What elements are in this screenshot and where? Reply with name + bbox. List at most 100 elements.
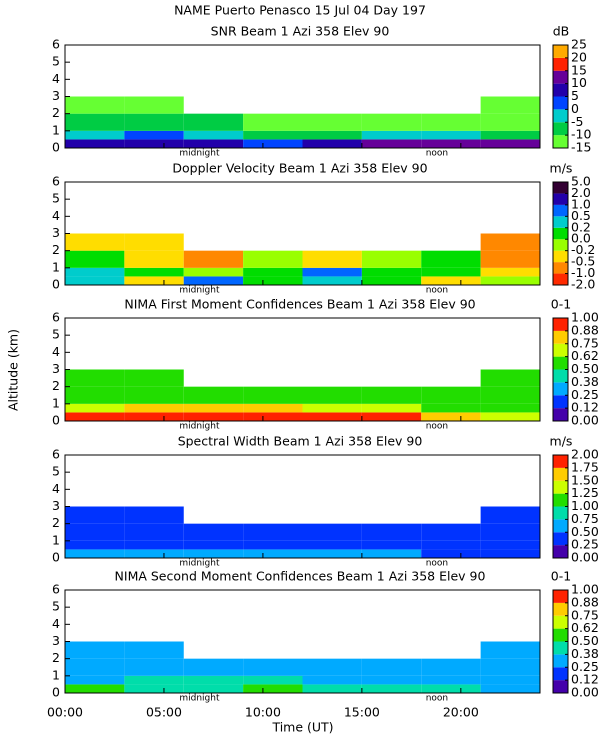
time-annotation: midnight [179,286,220,296]
y-tick-label: 2 [52,650,60,665]
colorbar-tick-label: 2.00 [571,447,599,462]
heatmap-cell [421,276,481,285]
page-title: NAME Puerto Penasco 15 Jul 04 Day 197 [174,3,426,18]
heatmap-cell [421,523,481,541]
heatmap-cell [183,276,244,285]
heatmap-cell [124,386,184,404]
heatmap-cell [183,540,244,550]
heatmap-cell [124,523,184,541]
colorbar-tick-label: 1.00 [571,582,599,597]
heatmap-cell [421,675,481,685]
heatmap-cell [65,113,125,131]
y-tick-label: 1 [52,395,60,410]
time-annotation: midnight [179,422,220,432]
colorbar-swatch [553,182,568,194]
heatmap-cell [302,386,362,404]
colorbar-swatch [553,250,568,263]
heatmap-cell [124,267,184,277]
heatmap-cell [480,549,540,558]
heatmap-cell [124,506,184,524]
heatmap-cell [480,412,540,421]
colorbar-tick-label: 2.0 [571,185,591,200]
y-tick-label: 2 [52,378,60,393]
heatmap-cell [421,403,481,413]
colorbar-tick-label: -10 [571,127,591,142]
panel-title: SNR Beam 1 Azi 358 Elev 90 [211,24,390,39]
colorbar-tick-label: 0.5 [571,208,591,223]
colorbar-tick-label: 0.75 [571,511,599,526]
heatmap-cell [480,658,540,676]
heatmap-cell [243,523,303,541]
colorbar-tick-label: 0 [571,101,579,116]
heatmap-cell [183,250,244,268]
y-tick-label: 3 [52,225,60,240]
heatmap-cell [480,96,540,114]
x-tick-label: 15:00 [344,705,380,720]
y-tick-label: 3 [52,88,60,103]
panel-title: Doppler Velocity Beam 1 Azi 358 Elev 90 [172,161,427,176]
colorbar-tick-label: -15 [571,140,591,155]
heatmap-cell [361,658,422,676]
heatmap-cell [124,658,184,676]
colorbar-tick-label: 5.0 [571,174,591,189]
heatmap-cell [243,139,303,148]
heatmap-cell [421,139,481,148]
heatmap-cell [361,403,422,413]
colorbar-tick-label: -2.0 [571,277,595,292]
colorbar-unit: 0-1 [551,569,571,584]
heatmap-cell [480,233,540,251]
heatmap-cell [65,233,125,251]
heatmap-cell [124,641,184,659]
heatmap-cell [65,96,125,114]
y-tick-label: 0 [52,140,60,155]
colorbar-tick-label: 25 [571,37,587,52]
heatmap-cell [183,130,244,140]
heatmap-cell [243,658,303,676]
heatmap-cell [480,675,540,685]
y-tick-label: 1 [52,532,60,547]
x-tick-label: 10:00 [245,705,281,720]
y-tick-label: 0 [52,413,60,428]
heatmap-cell [243,684,303,693]
heatmap-cell [302,658,362,676]
y-tick-label: 6 [52,582,60,597]
heatmap-cell [65,658,125,676]
heatmap-cell [183,403,244,413]
heatmap-cell [65,250,125,268]
panel-title: NIMA First Moment Confidences Beam 1 Azi… [124,297,475,312]
heatmap-cell [302,250,362,268]
panel-title: Spectral Width Beam 1 Azi 358 Elev 90 [178,434,423,449]
colorbar-swatch [553,109,568,123]
time-annotation: midnight [179,559,220,569]
colorbar-swatch [553,545,568,558]
heatmap-cell [243,113,303,131]
colorbar-swatch [553,216,568,228]
heatmap-cell [65,675,125,685]
colorbar-swatch [553,628,568,642]
heatmap-cell [243,412,303,421]
heatmap-cell [361,113,422,131]
heatmap-cell [183,139,244,148]
y-tick-label: 1 [52,667,60,682]
heatmap-cell [480,267,540,277]
heatmap-cell [421,250,481,268]
heatmap-cell [361,276,422,285]
colorbar-unit: 0-1 [551,297,571,312]
heatmap-cell [480,506,540,524]
y-tick-label: 5 [52,191,60,206]
y-tick-label: 4 [52,344,60,359]
heatmap-cell [183,549,244,558]
colorbar-swatch [553,519,568,533]
heatmap-cell [183,523,244,541]
colorbar-swatch [553,590,568,603]
heatmap-cell [302,276,362,285]
colorbar-tick-label: -5 [571,114,583,129]
colorbar-tick-label: 0.25 [571,537,599,552]
x-tick-label: 20:00 [443,705,479,720]
heatmap-cell [183,386,244,404]
heatmap-cell [361,684,422,693]
heatmap-cell [243,130,303,140]
colorbar-swatch [553,408,568,421]
time-annotation: noon [426,422,448,432]
time-annotation: noon [426,694,448,704]
